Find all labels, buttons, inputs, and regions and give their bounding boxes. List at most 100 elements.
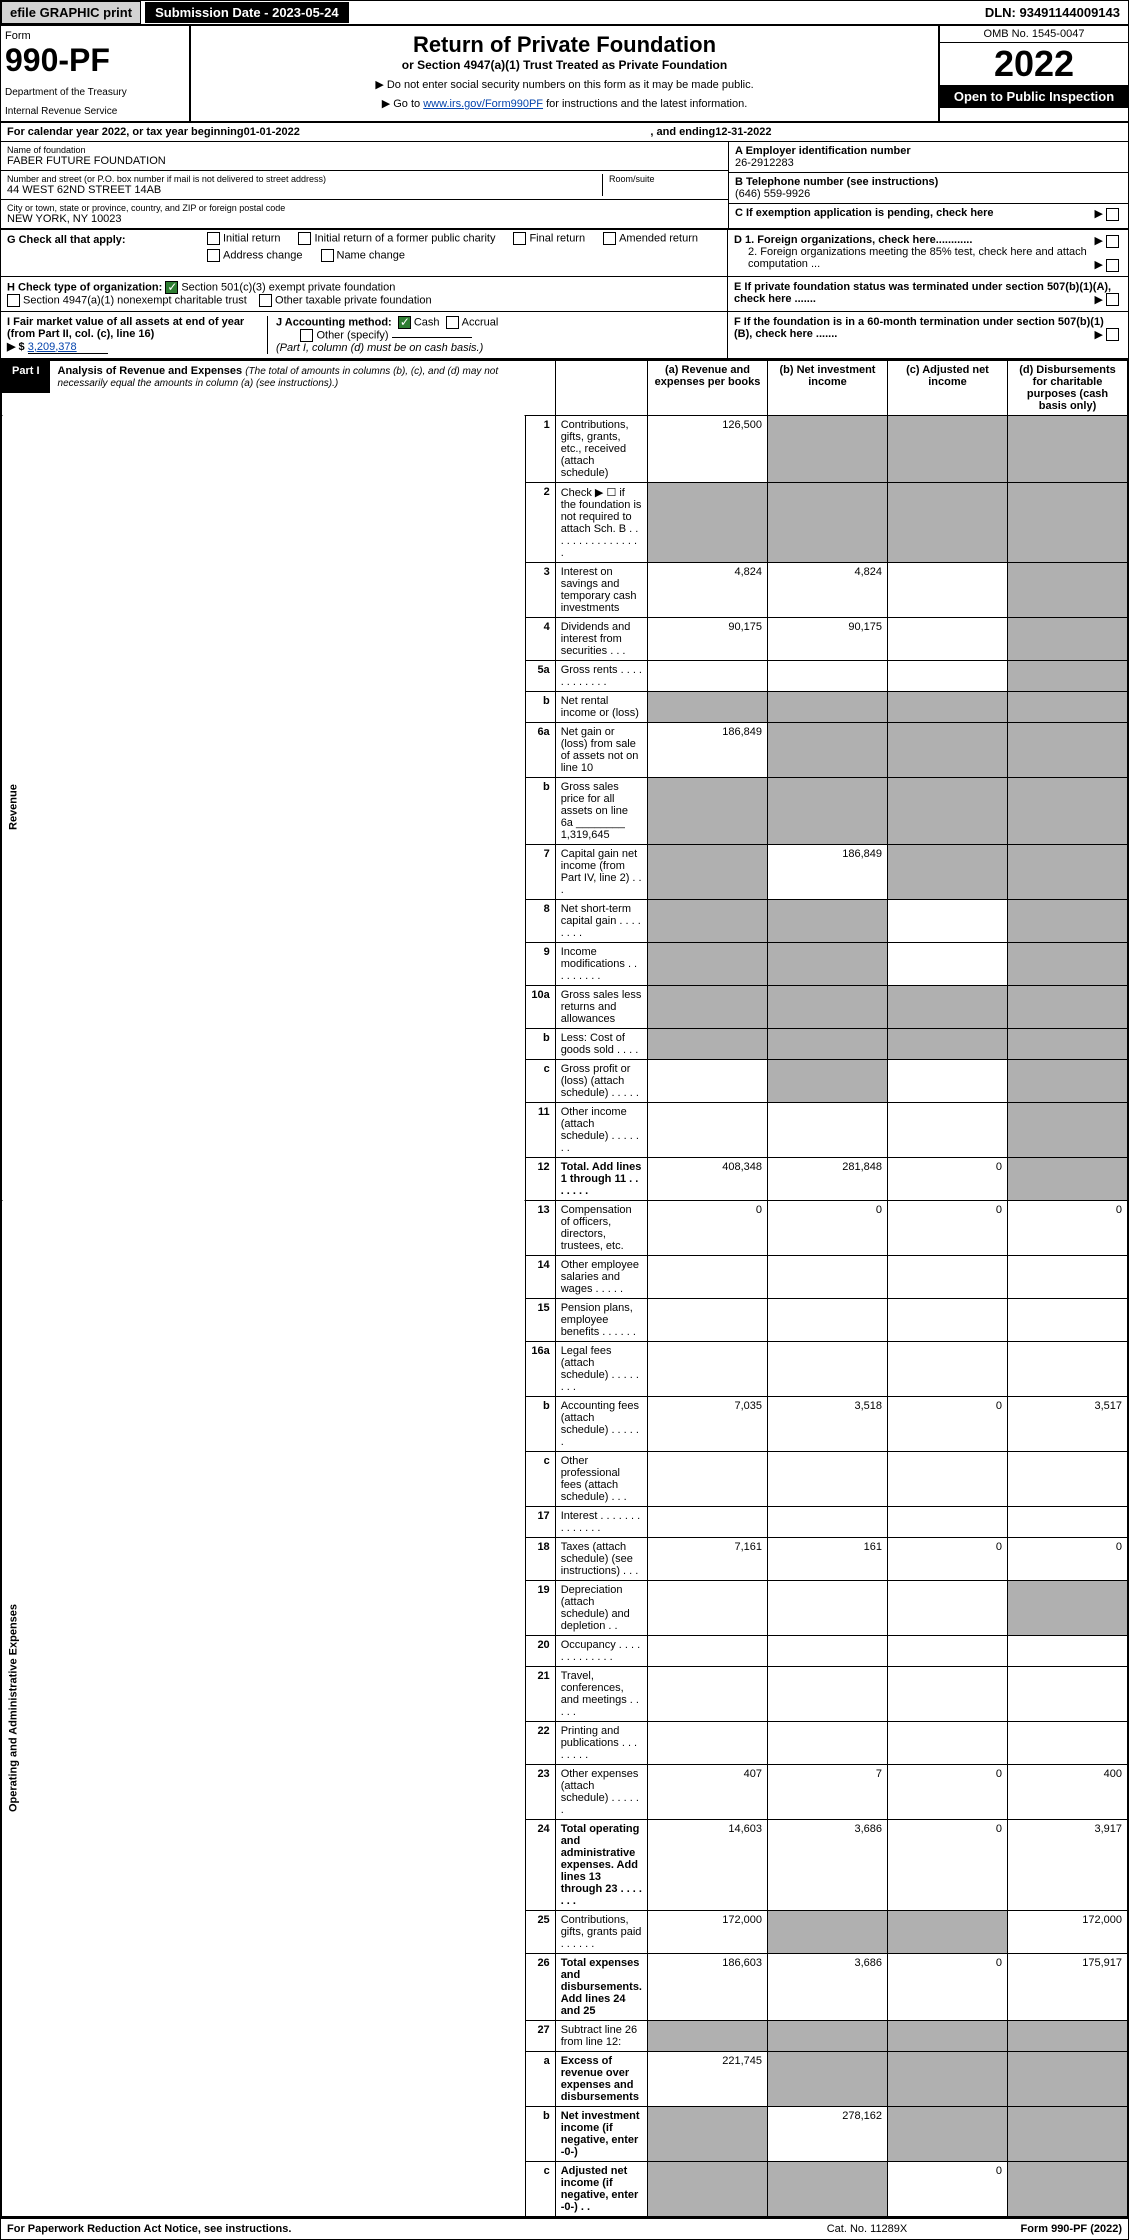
fmv-value[interactable]: 3,209,378 bbox=[28, 341, 108, 354]
amount-cell bbox=[768, 1580, 888, 1635]
phone: (646) 559-9926 bbox=[735, 188, 1122, 200]
i-label: I Fair market value of all assets at end… bbox=[7, 316, 244, 340]
city-label: City or town, state or province, country… bbox=[7, 203, 722, 213]
g-final-checkbox[interactable] bbox=[513, 232, 526, 245]
amount-cell bbox=[888, 2106, 1008, 2161]
j-note: (Part I, column (d) must be on cash basi… bbox=[276, 342, 483, 354]
c-checkbox[interactable] bbox=[1106, 208, 1119, 221]
line-desc: Capital gain net income (from Part IV, l… bbox=[555, 844, 647, 899]
addr-label: Number and street (or P.O. box number if… bbox=[7, 174, 602, 184]
j-other-checkbox[interactable] bbox=[300, 329, 313, 342]
e-checkbox[interactable] bbox=[1106, 293, 1119, 306]
amount-cell bbox=[1008, 722, 1128, 777]
j-accrual-checkbox[interactable] bbox=[446, 316, 459, 329]
line-desc: Interest on savings and temporary cash i… bbox=[555, 562, 647, 617]
line-number: 11 bbox=[525, 1102, 555, 1157]
amount-cell: 0 bbox=[768, 1200, 888, 1255]
line-number: b bbox=[525, 691, 555, 722]
table-row: Revenue1Contributions, gifts, grants, et… bbox=[2, 415, 1128, 482]
line-desc: Net investment income (if negative, ente… bbox=[555, 2106, 647, 2161]
line-number: 20 bbox=[525, 1635, 555, 1666]
footer: For Paperwork Reduction Act Notice, see … bbox=[1, 2217, 1128, 2239]
amount-cell: 186,849 bbox=[648, 722, 768, 777]
line-desc: Contributions, gifts, grants, etc., rece… bbox=[555, 415, 647, 482]
line-number: 5a bbox=[525, 660, 555, 691]
line-desc: Accounting fees (attach schedule) . . . … bbox=[555, 1396, 647, 1451]
amount-cell: 90,175 bbox=[768, 617, 888, 660]
amount-cell: 0 bbox=[888, 1537, 1008, 1580]
h-501c3-checkbox[interactable] bbox=[165, 281, 178, 294]
amount-cell bbox=[1008, 1451, 1128, 1506]
amount-cell bbox=[768, 985, 888, 1028]
amount-cell bbox=[648, 660, 768, 691]
line-number: 6a bbox=[525, 722, 555, 777]
line-desc: Other professional fees (attach schedule… bbox=[555, 1451, 647, 1506]
line-number: 13 bbox=[525, 1200, 555, 1255]
amount-cell bbox=[1008, 1255, 1128, 1298]
line-number: 12 bbox=[525, 1157, 555, 1200]
amount-cell bbox=[1008, 1298, 1128, 1341]
amount-cell bbox=[648, 899, 768, 942]
line-number: 24 bbox=[525, 1819, 555, 1910]
g-initial-former-checkbox[interactable] bbox=[298, 232, 311, 245]
g-initial-checkbox[interactable] bbox=[207, 232, 220, 245]
h-4947-checkbox[interactable] bbox=[7, 294, 20, 307]
col-a-header: (a) Revenue and expenses per books bbox=[648, 360, 768, 415]
part1-table: Part I Analysis of Revenue and Expenses … bbox=[1, 360, 1128, 2217]
amount-cell bbox=[888, 844, 1008, 899]
amount-cell bbox=[768, 2161, 888, 2216]
g-amended-checkbox[interactable] bbox=[603, 232, 616, 245]
amount-cell bbox=[768, 1910, 888, 1953]
name-label: Name of foundation bbox=[7, 145, 722, 155]
amount-cell bbox=[768, 942, 888, 985]
amount-cell bbox=[888, 1028, 1008, 1059]
line-desc: Gross sales less returns and allowances bbox=[555, 985, 647, 1028]
tax-year: 2022 bbox=[940, 43, 1128, 85]
amount-cell bbox=[648, 1635, 768, 1666]
amount-cell bbox=[888, 942, 1008, 985]
line-number: c bbox=[525, 1451, 555, 1506]
amount-cell bbox=[1008, 1028, 1128, 1059]
amount-cell bbox=[1008, 482, 1128, 562]
f-checkbox[interactable] bbox=[1106, 328, 1119, 341]
line-desc: Pension plans, employee benefits . . . .… bbox=[555, 1298, 647, 1341]
amount-cell bbox=[888, 1635, 1008, 1666]
amount-cell bbox=[888, 2020, 1008, 2051]
line-number: a bbox=[525, 2051, 555, 2106]
g-address-checkbox[interactable] bbox=[207, 249, 220, 262]
amount-cell: 407 bbox=[648, 1764, 768, 1819]
line-number: 2 bbox=[525, 482, 555, 562]
line-desc: Less: Cost of goods sold . . . . bbox=[555, 1028, 647, 1059]
form-link[interactable]: www.irs.gov/Form990PF bbox=[423, 98, 543, 110]
amount-cell bbox=[888, 2051, 1008, 2106]
d1-checkbox[interactable] bbox=[1106, 235, 1119, 248]
amount-cell bbox=[888, 482, 1008, 562]
amount-cell bbox=[768, 1298, 888, 1341]
line-desc: Check ▶ ☐ if the foundation is not requi… bbox=[555, 482, 647, 562]
amount-cell bbox=[888, 1721, 1008, 1764]
line-number: c bbox=[525, 1059, 555, 1102]
line-number: 7 bbox=[525, 844, 555, 899]
amount-cell bbox=[768, 1451, 888, 1506]
amount-cell bbox=[768, 691, 888, 722]
line-desc: Printing and publications . . . . . . . … bbox=[555, 1721, 647, 1764]
amount-cell bbox=[648, 844, 768, 899]
amount-cell bbox=[768, 1102, 888, 1157]
line-desc: Depreciation (attach schedule) and deple… bbox=[555, 1580, 647, 1635]
amount-cell: 161 bbox=[768, 1537, 888, 1580]
amount-cell bbox=[888, 1255, 1008, 1298]
amount-cell: 172,000 bbox=[648, 1910, 768, 1953]
g-label: G Check all that apply: bbox=[7, 234, 126, 246]
amount-cell bbox=[648, 1341, 768, 1396]
amount-cell: 3,518 bbox=[768, 1396, 888, 1451]
g-name-checkbox[interactable] bbox=[321, 249, 334, 262]
j-cash-checkbox[interactable] bbox=[398, 316, 411, 329]
amount-cell bbox=[768, 1506, 888, 1537]
line-number: 18 bbox=[525, 1537, 555, 1580]
d2-checkbox[interactable] bbox=[1106, 259, 1119, 272]
paperwork-notice: For Paperwork Reduction Act Notice, see … bbox=[7, 2223, 792, 2235]
h-other-checkbox[interactable] bbox=[259, 294, 272, 307]
amount-cell bbox=[888, 777, 1008, 844]
amount-cell bbox=[768, 722, 888, 777]
line-desc: Taxes (attach schedule) (see instruction… bbox=[555, 1537, 647, 1580]
